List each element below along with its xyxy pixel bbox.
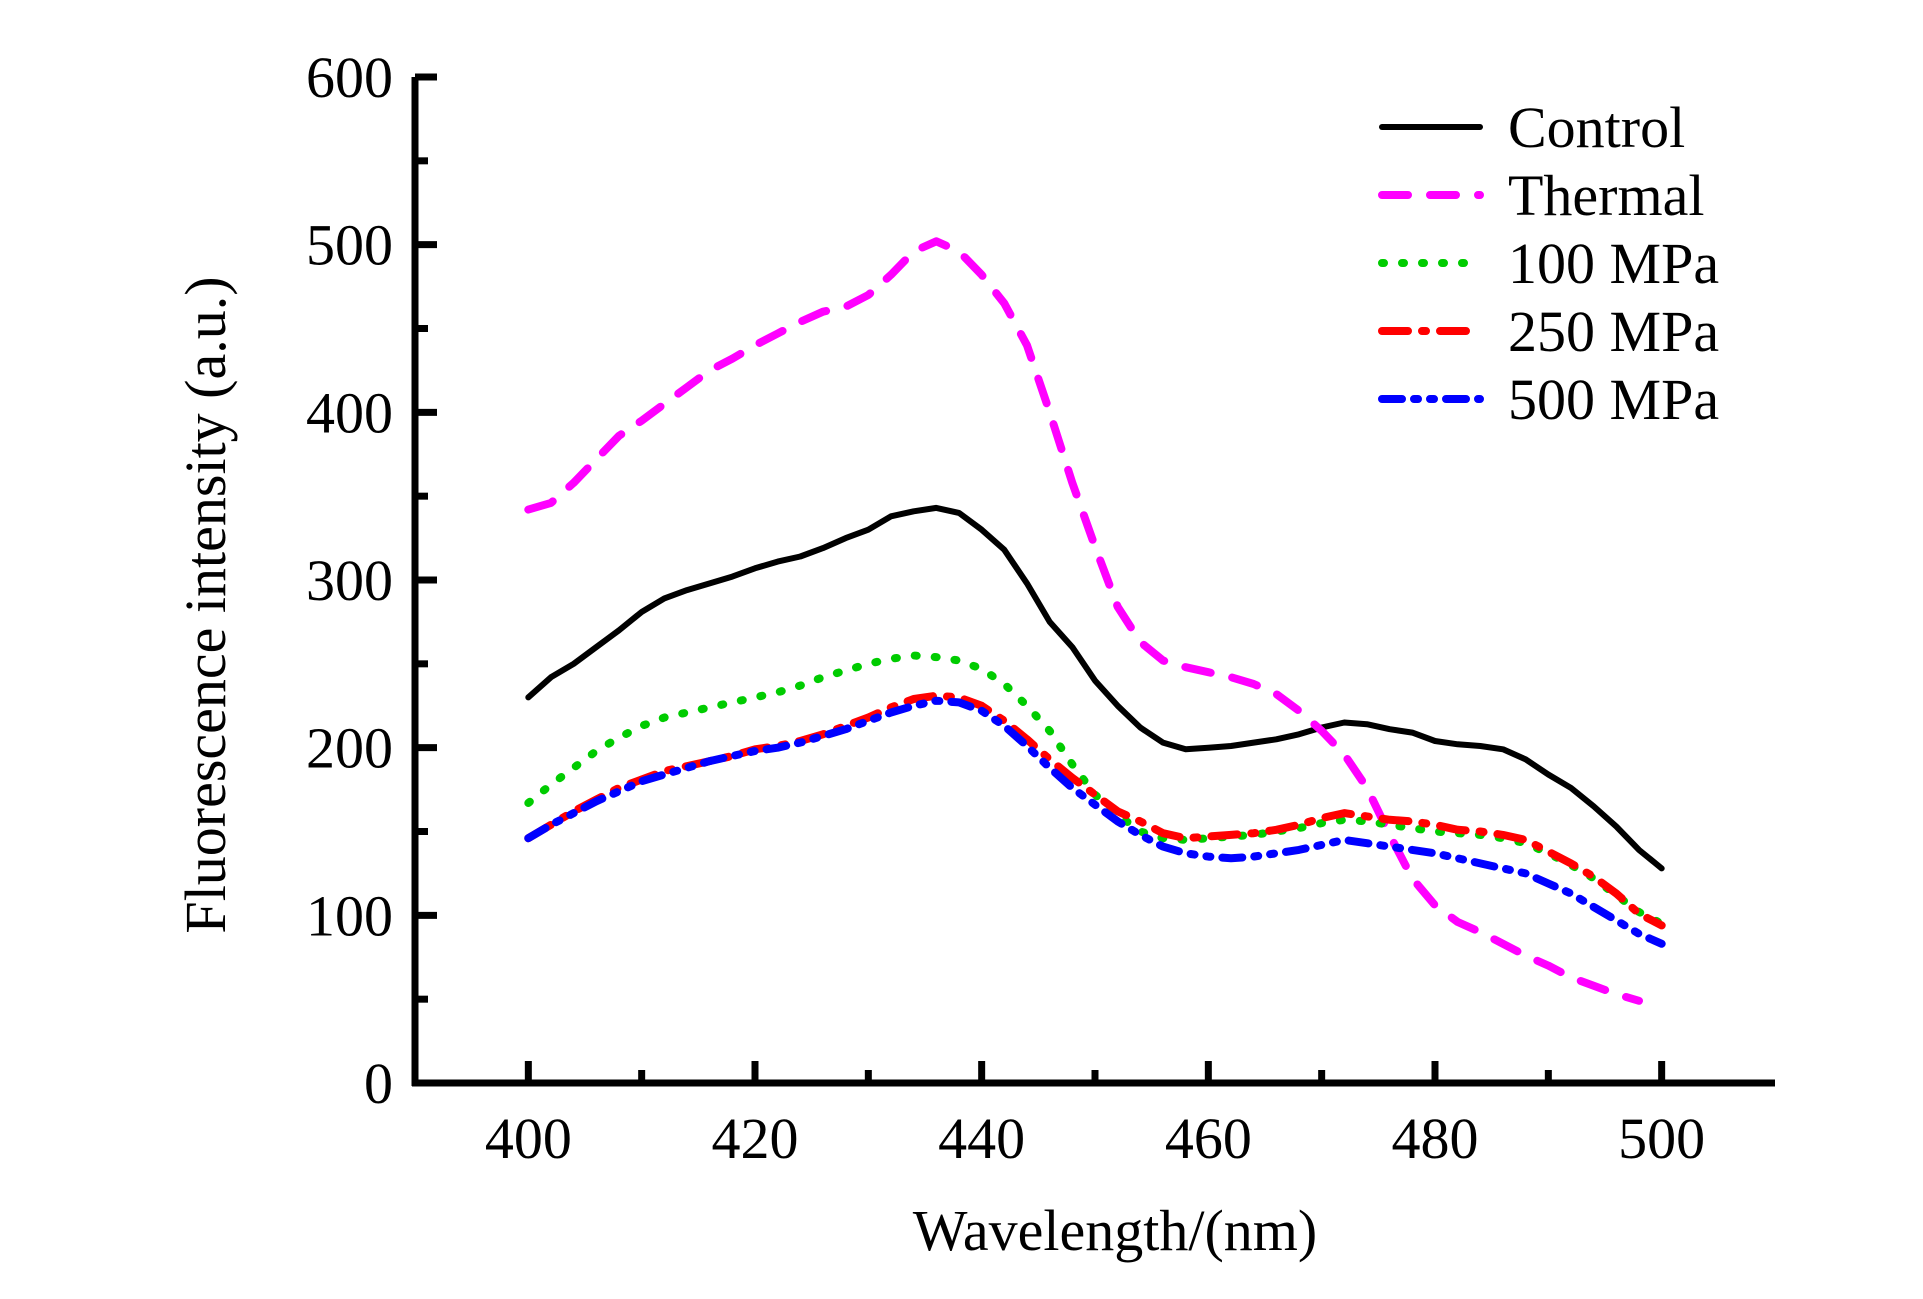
y-ticks: 0 100 200 300 400 500 600 — [306, 45, 437, 1116]
y-tick-label: 500 — [306, 213, 393, 278]
legend-label: 500 MPa — [1508, 367, 1719, 432]
x-axis-title: Wavelength/(nm) — [913, 1198, 1317, 1263]
x-tick-label: 440 — [938, 1106, 1025, 1171]
y-tick-label: 0 — [364, 1051, 393, 1116]
x-tick-label: 420 — [712, 1106, 799, 1171]
plot-lines — [524, 237, 1666, 1005]
y-tick-label: 600 — [306, 45, 393, 110]
series-line-100-mpa — [524, 651, 1666, 928]
x-ticks: 400 420 440 460 480 500 — [485, 1061, 1705, 1171]
legend-label: Control — [1508, 95, 1685, 160]
y-tick-label: 400 — [306, 380, 393, 445]
x-tick-label: 400 — [485, 1106, 572, 1171]
series-line-control — [525, 504, 1665, 872]
axes: 400 420 440 460 480 500 0 100 200 300 400 500 600 — [306, 45, 1775, 1171]
series-line-250-mpa — [524, 691, 1666, 930]
y-tick-label: 300 — [306, 548, 393, 613]
series-line-thermal — [524, 237, 1643, 1005]
legend-label: 100 MPa — [1508, 231, 1719, 296]
x-tick-label: 460 — [1165, 1106, 1252, 1171]
legend-label: Thermal — [1508, 163, 1704, 228]
y-tick-label: 100 — [306, 883, 393, 948]
y-axis-title: Fluorescence intensity (a.u.) — [173, 276, 238, 933]
series-line-500-mpa — [524, 696, 1666, 948]
x-tick-label: 480 — [1392, 1106, 1479, 1171]
legend-label: 250 MPa — [1508, 299, 1719, 364]
y-tick-label: 200 — [306, 716, 393, 781]
x-tick-label: 500 — [1618, 1106, 1705, 1171]
